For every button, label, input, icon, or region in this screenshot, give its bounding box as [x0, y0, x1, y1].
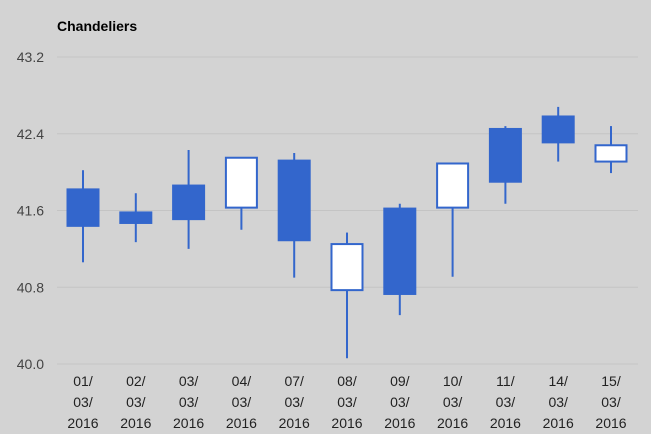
x-tick-line: 03/: [232, 394, 252, 410]
candle-body: [594, 144, 628, 163]
x-tick-line: 2016: [437, 415, 468, 431]
candle-body: [119, 211, 153, 224]
candle-body: [488, 127, 522, 183]
x-tick-line: 03/: [601, 394, 621, 410]
x-tick-label: 03/03/2016: [173, 373, 204, 431]
x-tick-line: 03/: [73, 394, 93, 410]
chart-title: Chandeliers: [57, 18, 137, 34]
candle: [119, 193, 153, 243]
x-tick-line: 09/: [390, 373, 410, 389]
x-tick-label: 11/03/2016: [490, 373, 521, 431]
x-tick-line: 03/: [390, 394, 410, 410]
candle-body: [330, 243, 364, 292]
y-tick-label: 43.2: [17, 49, 44, 65]
candle-body: [172, 184, 206, 221]
x-tick-line: 03/: [443, 394, 463, 410]
candle-body: [224, 156, 258, 209]
x-tick-line: 2016: [490, 415, 521, 431]
candle-body: [66, 188, 100, 227]
candles: [66, 106, 628, 359]
x-tick-label: 01/03/2016: [67, 373, 98, 431]
x-tick-line: 04/: [232, 373, 252, 389]
y-tick-label: 41.6: [17, 203, 44, 219]
candle: [436, 162, 470, 277]
grid-lines: [57, 56, 638, 365]
candle-body: [383, 207, 417, 295]
x-tick-line: 2016: [279, 415, 310, 431]
x-tick-label: 07/03/2016: [279, 373, 310, 431]
x-tick-line: 03/: [179, 394, 199, 410]
candle: [383, 203, 417, 316]
x-tick-line: 02/: [126, 373, 146, 389]
x-axis: 01/03/201602/03/201603/03/201604/03/2016…: [67, 373, 626, 431]
x-tick-line: 2016: [173, 415, 204, 431]
x-tick-line: 2016: [67, 415, 98, 431]
x-tick-label: 08/03/2016: [331, 373, 362, 431]
x-tick-line: 2016: [226, 415, 257, 431]
x-tick-line: 2016: [120, 415, 151, 431]
x-tick-line: 03/: [337, 394, 357, 410]
x-tick-line: 2016: [331, 415, 362, 431]
candle: [172, 150, 206, 249]
x-tick-line: 03/: [126, 394, 146, 410]
candle: [277, 152, 311, 278]
x-tick-line: 03/: [496, 394, 516, 410]
x-tick-line: 08/: [337, 373, 357, 389]
x-tick-line: 2016: [543, 415, 574, 431]
y-tick-label: 40.8: [17, 279, 44, 295]
x-tick-line: 01/: [73, 373, 93, 389]
x-tick-label: 10/03/2016: [437, 373, 468, 431]
x-tick-line: 07/: [284, 373, 304, 389]
x-tick-line: 03/: [179, 373, 199, 389]
x-tick-line: 2016: [595, 415, 626, 431]
x-tick-line: 03/: [284, 394, 304, 410]
candle: [541, 106, 575, 162]
y-tick-label: 40.0: [17, 356, 44, 372]
x-tick-line: 14/: [548, 373, 568, 389]
candle: [330, 232, 364, 359]
candle-body: [541, 115, 575, 144]
candle: [224, 156, 258, 230]
x-tick-label: 15/03/2016: [595, 373, 626, 431]
candle: [66, 170, 100, 263]
x-tick-label: 09/03/2016: [384, 373, 415, 431]
y-axis: 40.0 40.8 41.6 42.4 43.2: [17, 49, 44, 372]
x-tick-line: 10/: [443, 373, 463, 389]
candle: [594, 126, 628, 174]
x-tick-label: 04/03/2016: [226, 373, 257, 431]
x-tick-line: 15/: [601, 373, 621, 389]
x-tick-line: 11/: [496, 373, 515, 389]
x-tick-label: 02/03/2016: [120, 373, 151, 431]
candle-body: [436, 162, 470, 209]
x-tick-line: 2016: [384, 415, 415, 431]
x-tick-label: 14/03/2016: [543, 373, 574, 431]
x-tick-line: 03/: [548, 394, 568, 410]
candle-body: [277, 159, 311, 242]
y-tick-label: 42.4: [17, 126, 44, 142]
candle: [488, 126, 522, 204]
